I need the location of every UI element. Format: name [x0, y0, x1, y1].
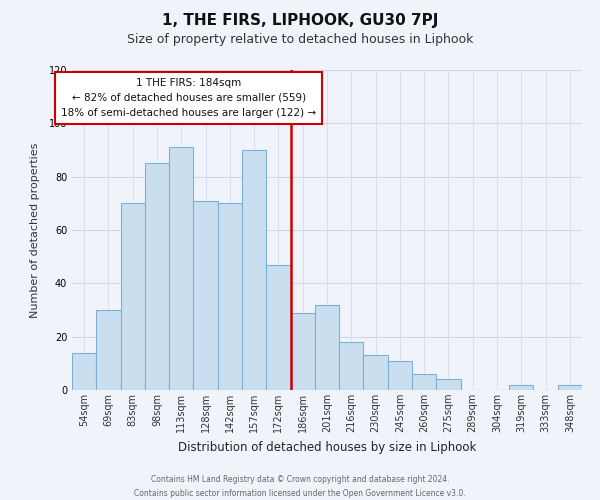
- Bar: [242, 150, 266, 390]
- Text: Contains HM Land Registry data © Crown copyright and database right 2024.
Contai: Contains HM Land Registry data © Crown c…: [134, 476, 466, 498]
- Bar: [339, 342, 364, 390]
- Bar: [364, 356, 388, 390]
- Bar: [290, 312, 315, 390]
- Bar: [436, 380, 461, 390]
- Bar: [388, 360, 412, 390]
- Bar: [218, 204, 242, 390]
- Bar: [169, 148, 193, 390]
- Bar: [412, 374, 436, 390]
- X-axis label: Distribution of detached houses by size in Liphook: Distribution of detached houses by size …: [178, 440, 476, 454]
- Text: 1, THE FIRS, LIPHOOK, GU30 7PJ: 1, THE FIRS, LIPHOOK, GU30 7PJ: [162, 12, 438, 28]
- Bar: [72, 352, 96, 390]
- Text: Size of property relative to detached houses in Liphook: Size of property relative to detached ho…: [127, 32, 473, 46]
- Y-axis label: Number of detached properties: Number of detached properties: [31, 142, 40, 318]
- Text: 1 THE FIRS: 184sqm
← 82% of detached houses are smaller (559)
18% of semi-detach: 1 THE FIRS: 184sqm ← 82% of detached hou…: [61, 78, 316, 118]
- Bar: [145, 164, 169, 390]
- Bar: [266, 264, 290, 390]
- Bar: [193, 200, 218, 390]
- Bar: [509, 384, 533, 390]
- Bar: [121, 204, 145, 390]
- Bar: [558, 384, 582, 390]
- Bar: [315, 304, 339, 390]
- Bar: [96, 310, 121, 390]
